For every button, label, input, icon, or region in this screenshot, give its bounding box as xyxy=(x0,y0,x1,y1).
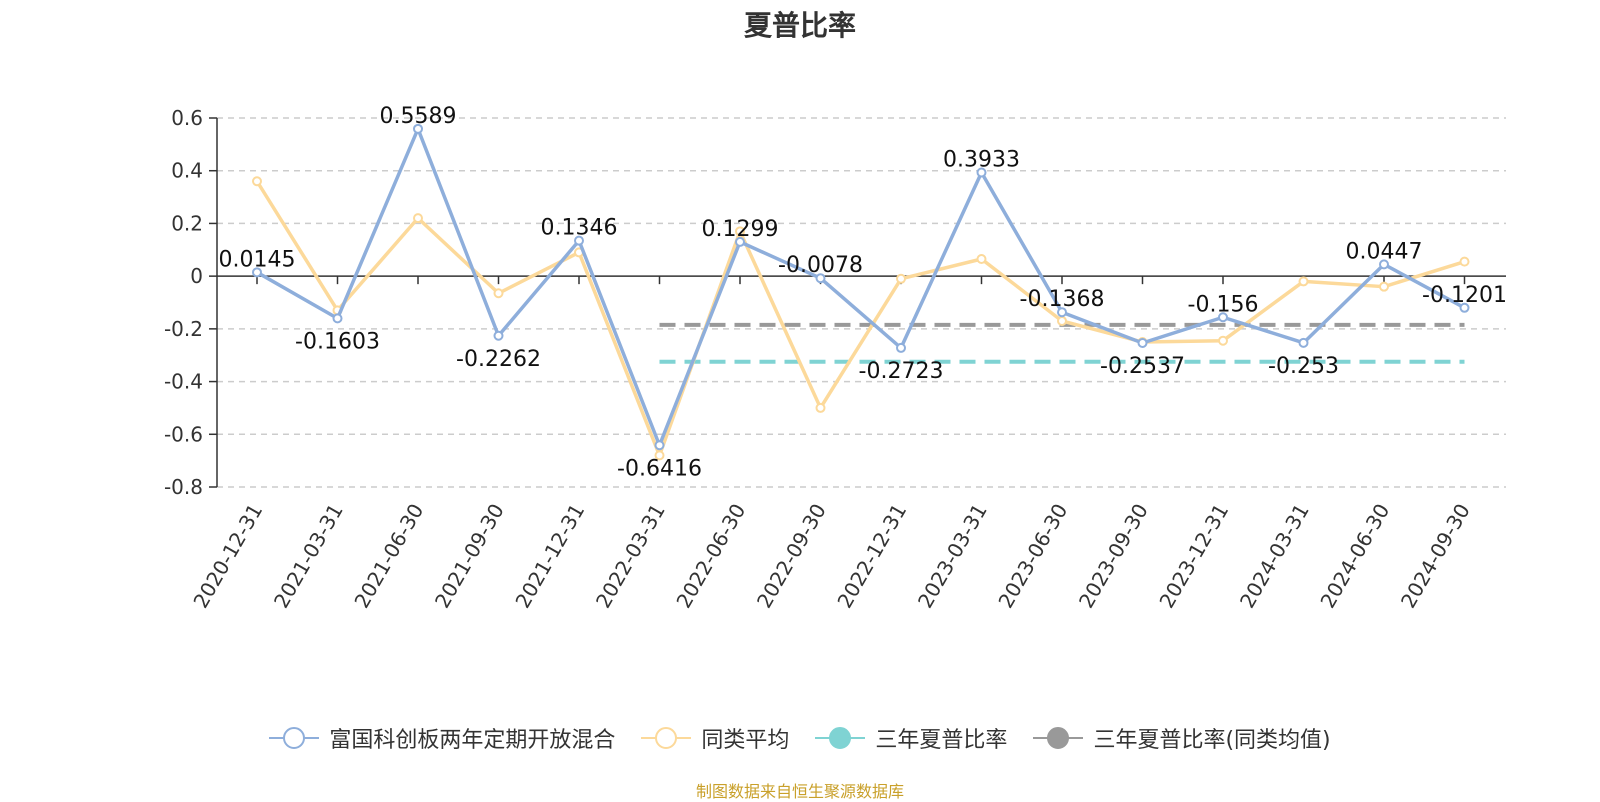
series-line xyxy=(255,180,1466,458)
y-tick-label: -0.6 xyxy=(164,422,203,446)
series-point xyxy=(413,123,423,134)
legend-label-category-average: 同类平均 xyxy=(701,728,790,753)
series-point xyxy=(1379,281,1389,292)
y-tick-label: 0.6 xyxy=(171,106,203,130)
x-tick-label: 2022-09-30 xyxy=(752,500,831,613)
data-label: -0.6416 xyxy=(617,456,702,481)
data-labels: 0.0145 -0.1603 0.5589 -0.2262 0.1346 -0.6416 0… xyxy=(219,104,1507,481)
x-tick-label: 2020-12-31 xyxy=(188,500,267,613)
x-tick-label: 2024-03-31 xyxy=(1235,500,1314,613)
series-point xyxy=(493,288,504,299)
series-point xyxy=(493,330,504,341)
y-tick-label: -0.8 xyxy=(164,475,203,499)
legend-label-fund: 富国科创板两年定期开放混合 xyxy=(329,728,616,753)
data-label: 0.1346 xyxy=(541,216,618,241)
x-tick-label: 2021-06-30 xyxy=(349,500,428,613)
series-point xyxy=(574,235,584,246)
series-point xyxy=(252,267,262,278)
x-tick-label: 2021-03-31 xyxy=(269,500,348,613)
data-label: 0.0447 xyxy=(1346,239,1423,264)
y-tick-label: 0 xyxy=(190,264,203,288)
data-label: 0.5589 xyxy=(380,104,457,129)
x-tick-label: 2023-06-30 xyxy=(993,500,1072,613)
data-label: -0.2537 xyxy=(1100,354,1185,379)
legend-label-three-year-sharpe-peer: 三年夏普比率(同类均值) xyxy=(1093,728,1331,753)
x-tick-label: 2022-12-31 xyxy=(832,500,911,613)
series-point xyxy=(1218,312,1228,323)
data-label: -0.2262 xyxy=(456,347,541,372)
legend-symbol-fund xyxy=(269,727,320,749)
data-label: 0.3933 xyxy=(943,147,1020,172)
data-label: -0.0078 xyxy=(778,253,863,278)
series-point xyxy=(332,313,343,324)
legend-item-category-average[interactable]: 同类平均 xyxy=(641,722,789,754)
y-tick-label: 0.2 xyxy=(171,211,203,235)
legend-symbol-three-year-sharpe-peer xyxy=(1033,727,1084,749)
series-point xyxy=(1057,307,1067,318)
legend-label-three-year-sharpe: 三年夏普比率 xyxy=(875,728,1008,753)
x-tick-label: 2024-09-30 xyxy=(1396,500,1475,613)
series-point xyxy=(976,254,987,265)
chart-title: 夏普比率 xyxy=(743,9,856,42)
series-point xyxy=(815,402,826,413)
series-point xyxy=(1218,335,1228,346)
series-point xyxy=(1459,302,1470,313)
x-tick-label: 2022-06-30 xyxy=(671,500,750,613)
series-point xyxy=(815,273,826,284)
series-point xyxy=(654,450,665,461)
x-tick-label: 2021-12-31 xyxy=(510,500,589,613)
x-tick-label: 2022-03-31 xyxy=(591,500,670,613)
series-lines xyxy=(252,123,1470,461)
series-point xyxy=(1057,315,1067,326)
series-point xyxy=(413,213,423,224)
data-label: -0.1201 xyxy=(1422,283,1507,308)
source-note: 制图数据来自恒生聚源数据库 xyxy=(695,782,904,801)
x-tick-label: 2021-09-30 xyxy=(430,500,509,613)
x-tick-label: 2023-09-30 xyxy=(1074,500,1153,613)
x-tick-label: 2024-06-30 xyxy=(1315,500,1394,613)
series-point xyxy=(896,342,906,353)
series-point xyxy=(735,226,745,237)
series-point xyxy=(735,236,745,247)
y-tick-label: 0.4 xyxy=(171,159,203,183)
series-point xyxy=(1379,259,1389,270)
series-point xyxy=(896,273,906,284)
data-label: -0.253 xyxy=(1268,354,1339,379)
legend-symbol-three-year-sharpe xyxy=(815,727,866,749)
series-point xyxy=(976,167,987,178)
legend-symbol-category-average xyxy=(641,727,692,749)
data-label: 0.1299 xyxy=(702,217,779,242)
legend-item-three-year-sharpe-peer[interactable]: 三年夏普比率(同类均值) xyxy=(1033,722,1331,754)
series-point xyxy=(1298,337,1309,348)
series-point xyxy=(252,176,262,187)
data-label: -0.156 xyxy=(1188,292,1259,317)
grid-lines xyxy=(217,117,1506,488)
data-label: -0.2723 xyxy=(859,359,944,384)
series-line xyxy=(256,127,1466,448)
data-label: -0.1368 xyxy=(1020,287,1105,312)
x-tick-label: 2023-12-31 xyxy=(1154,500,1233,613)
y-tick-label: -0.4 xyxy=(164,370,203,394)
legend: 富国科创板两年定期开放混合 同类平均 三年夏普比率 三年夏普比率(同类均值) xyxy=(0,718,1600,758)
data-label: 0.0145 xyxy=(219,247,296,272)
legend-item-fund[interactable]: 富国科创板两年定期开放混合 xyxy=(269,722,615,754)
series-point xyxy=(1298,276,1309,287)
x-tick-label: 2023-03-31 xyxy=(913,500,992,613)
data-label: -0.1603 xyxy=(295,329,380,354)
y-tick-label: -0.2 xyxy=(164,317,203,341)
series-point xyxy=(654,440,665,451)
series-point xyxy=(1459,256,1470,267)
legend-item-three-year-sharpe[interactable]: 三年夏普比率 xyxy=(815,722,1007,754)
series-point xyxy=(1137,338,1148,349)
